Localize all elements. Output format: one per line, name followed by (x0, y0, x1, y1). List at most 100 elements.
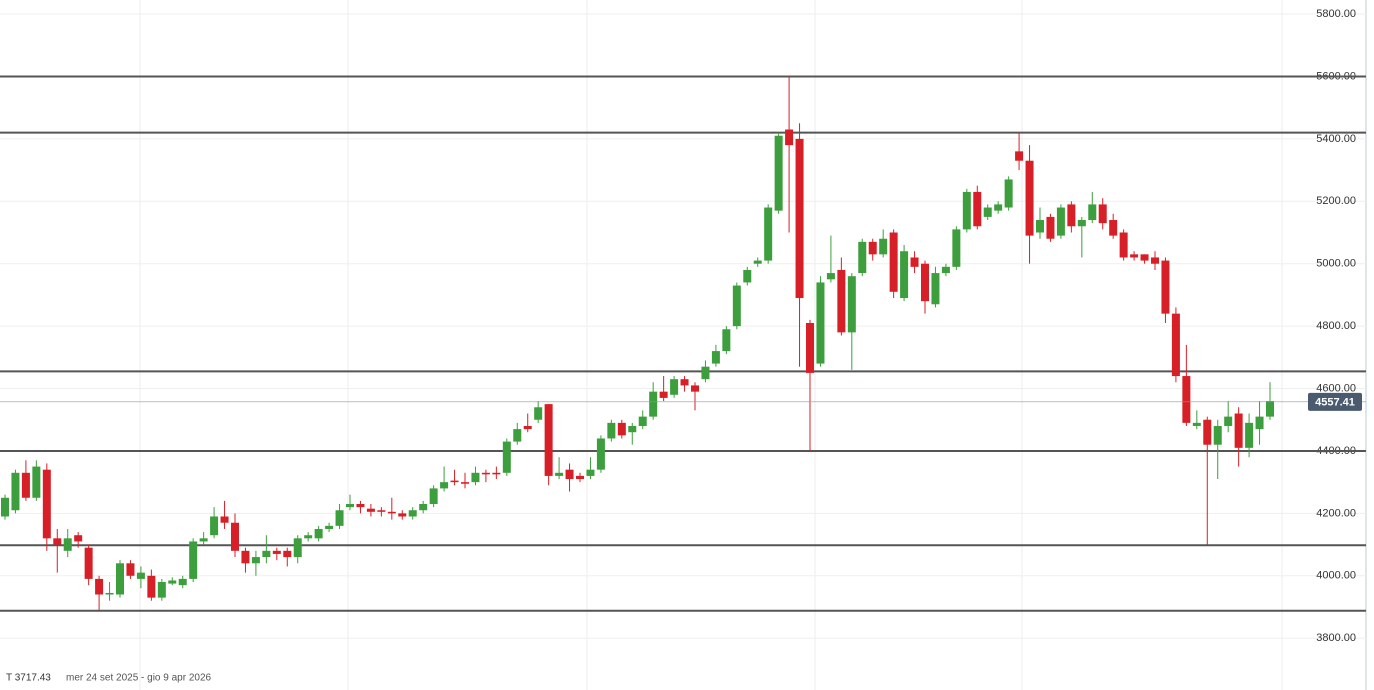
candle-body (534, 407, 543, 420)
y-tick-label: 3800.00 (1316, 632, 1356, 644)
candle-body (659, 391, 668, 398)
candle-body (941, 266, 950, 274)
candle-body (346, 504, 354, 508)
candle-body (921, 263, 929, 302)
candle-body (199, 538, 208, 542)
candle-body (847, 276, 856, 333)
candle-body (74, 535, 83, 542)
candle-body (157, 582, 166, 598)
candle-body (189, 541, 198, 579)
candle-body (879, 238, 888, 255)
candle-body (398, 513, 407, 517)
candle-body (1151, 257, 1159, 264)
candle-body (691, 385, 699, 392)
candle-body (481, 472, 490, 475)
candle-body (304, 535, 313, 539)
candle-body (461, 482, 469, 484)
candle-body (387, 511, 396, 514)
candle-body (523, 425, 532, 430)
candle-body (806, 322, 814, 373)
y-tick-label: 4800.00 (1316, 320, 1356, 332)
candle-body (53, 538, 62, 545)
candle-body (764, 207, 773, 261)
candle-body (262, 550, 271, 558)
candle-body (1203, 419, 1212, 445)
candle-body (42, 469, 51, 539)
candle-body (356, 504, 365, 508)
time-grid (139, 0, 1283, 690)
y-tick-label: 4600.00 (1316, 382, 1356, 394)
candle-body (617, 422, 626, 436)
candle-body (105, 592, 114, 595)
candle-body (231, 522, 239, 551)
candle-body (983, 207, 992, 217)
candle-body (900, 251, 909, 299)
y-tick-label: 5000.00 (1316, 258, 1356, 270)
plot: 3800.004000.004200.004400.004600.004800.… (0, 8, 1366, 644)
candle-body (576, 475, 584, 480)
candle-body (962, 191, 971, 230)
candle-body (910, 257, 919, 267)
candle-body (450, 480, 459, 483)
candle-body (931, 273, 940, 305)
candle-body (889, 232, 898, 292)
candle-body (1077, 220, 1086, 227)
candle-body (1161, 260, 1170, 314)
candle-body (1098, 204, 1107, 224)
candle-body (1245, 422, 1254, 448)
candle-body (774, 135, 783, 211)
candle-body (502, 441, 511, 473)
candle-body (272, 550, 281, 554)
candle-body (178, 578, 187, 586)
candle-body (753, 260, 762, 264)
candle-body (63, 538, 72, 551)
candle-body (1266, 401, 1274, 417)
y-tick-label: 4200.00 (1316, 507, 1356, 519)
candle-body (377, 510, 386, 512)
candle-body (116, 563, 124, 595)
candle-body (32, 466, 41, 498)
candle-body (513, 429, 522, 442)
candle-body (1088, 204, 1097, 221)
candle-body (1192, 422, 1201, 426)
candle-body (440, 482, 449, 489)
y-tick-label: 4000.00 (1316, 570, 1356, 582)
candle-body (596, 438, 605, 470)
candle-body (429, 488, 438, 505)
candle-body (136, 572, 145, 579)
candle-body (147, 575, 156, 598)
candle-body (826, 273, 835, 280)
candle-body (858, 241, 867, 274)
candle-body (732, 285, 741, 327)
candle-body (168, 580, 177, 584)
candle-body (680, 379, 689, 386)
candle-body (1130, 254, 1139, 258)
candle-body (84, 547, 93, 579)
candle-body (1056, 207, 1065, 236)
candle-body (1171, 313, 1180, 377)
candle-body (126, 563, 135, 576)
candle-body (785, 129, 794, 146)
last-price-box (1308, 392, 1362, 411)
candle-body (743, 269, 752, 283)
candle-body (1, 497, 9, 517)
candle-body (492, 472, 501, 475)
range-label: mer 24 set 2025 - gio 9 apr 2026 (66, 673, 212, 684)
candle-body (1036, 220, 1044, 233)
candle-body (607, 422, 616, 439)
candle-body (1109, 220, 1118, 236)
candle-body (283, 550, 292, 558)
candle-body (95, 578, 104, 595)
candle-body (1025, 160, 1034, 236)
candle-body (1004, 179, 1013, 208)
candle-body (366, 508, 375, 512)
y-tick-label: 5200.00 (1316, 195, 1356, 207)
candle-body (555, 472, 564, 476)
candle-body (1224, 416, 1233, 426)
candle-body (952, 229, 961, 267)
candle-body (649, 391, 658, 417)
candle-body (1015, 151, 1024, 161)
candle-body (1067, 204, 1076, 227)
candle-body (868, 241, 877, 255)
candle-body (795, 138, 804, 299)
